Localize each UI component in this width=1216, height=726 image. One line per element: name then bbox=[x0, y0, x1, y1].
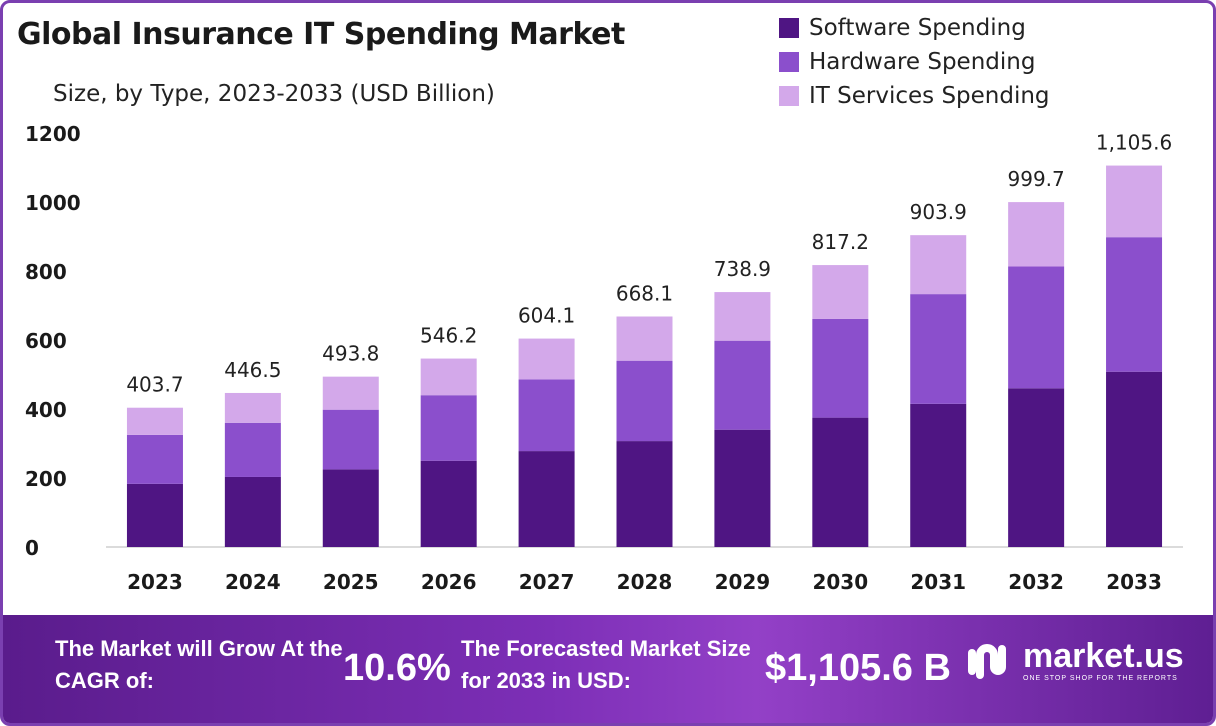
bar-software-2032 bbox=[1008, 388, 1065, 547]
bar-hardware-2033 bbox=[1106, 237, 1163, 372]
x-tick-label-2023: 2023 bbox=[127, 570, 183, 594]
brand-tagline: ONE STOP SHOP FOR THE REPORTS bbox=[1023, 675, 1178, 682]
data-label-total-2028: 668.1 bbox=[616, 282, 673, 306]
bar-software-2025 bbox=[322, 469, 379, 547]
forecast-value: $1,105.6 B bbox=[765, 647, 951, 689]
x-tick-label-2024: 2024 bbox=[225, 570, 281, 594]
x-tick-label-2026: 2026 bbox=[421, 570, 477, 594]
bar-it-services-2028 bbox=[616, 316, 673, 361]
bar-software-2029 bbox=[714, 429, 771, 547]
data-label-total-2023: 403.7 bbox=[126, 373, 183, 397]
bar-hardware-2031 bbox=[910, 294, 967, 404]
bar-it-services-2024 bbox=[224, 392, 281, 423]
bar-software-2031 bbox=[910, 403, 967, 547]
x-tick-label-2025: 2025 bbox=[323, 570, 379, 594]
y-tick-label-200: 200 bbox=[25, 467, 67, 491]
bar-hardware-2024 bbox=[224, 422, 281, 477]
bar-software-2023 bbox=[126, 483, 183, 547]
brand-name: market.us bbox=[1023, 637, 1184, 675]
bar-it-services-2023 bbox=[126, 407, 183, 435]
legend-label-software: Software Spending bbox=[809, 15, 1026, 41]
x-tick-label-2030: 2030 bbox=[812, 570, 868, 594]
data-label-total-2030: 817.2 bbox=[812, 230, 869, 254]
stacked-bar-chart: 0 200 400 600 800 1000 1200 403.7 2023 446.5 2024 4… bbox=[25, 122, 1183, 594]
bar-it-services-2027 bbox=[518, 338, 575, 380]
x-tick-label-2033: 2033 bbox=[1106, 570, 1162, 594]
cagr-text: The Market will Grow At the CAGR of: bbox=[55, 636, 343, 693]
cagr-value: 10.6% bbox=[343, 647, 451, 689]
data-label-total-2029: 738.9 bbox=[714, 257, 771, 281]
forecast-text: The Forecasted Market Size for 2033 in U… bbox=[461, 636, 751, 693]
legend-label-it-services: IT Services Spending bbox=[809, 83, 1050, 109]
legend: Software Spending Hardware Spending IT S… bbox=[779, 11, 1109, 113]
data-label-total-2033: 1,105.6 bbox=[1096, 131, 1172, 155]
bar-hardware-2026 bbox=[420, 395, 477, 461]
bar-hardware-2023 bbox=[126, 434, 183, 484]
bar-software-2026 bbox=[420, 460, 477, 547]
bar-software-2030 bbox=[812, 417, 869, 547]
brand-logo[interactable]: market.us ONE STOP SHOP FOR THE REPORTS bbox=[965, 639, 1184, 682]
bar-hardware-2029 bbox=[714, 340, 771, 430]
bar-it-services-2033 bbox=[1106, 165, 1163, 238]
y-tick-label-600: 600 bbox=[25, 329, 67, 353]
y-tick-label-1000: 1000 bbox=[25, 191, 81, 215]
legend-swatch-it-services bbox=[779, 86, 799, 106]
legend-item-hardware: Hardware Spending bbox=[779, 45, 1109, 79]
data-label-total-2025: 493.8 bbox=[322, 342, 379, 366]
y-tick-label-800: 800 bbox=[25, 260, 67, 284]
legend-label-hardware: Hardware Spending bbox=[809, 49, 1036, 75]
y-tick-label-1200: 1200 bbox=[25, 122, 81, 146]
legend-item-it-services: IT Services Spending bbox=[779, 79, 1109, 113]
y-tick-label-400: 400 bbox=[25, 398, 67, 422]
bar-software-2024 bbox=[224, 476, 281, 547]
y-tick-label-0: 0 bbox=[25, 536, 39, 560]
footer-banner: The Market will Grow At the CAGR of: 10.… bbox=[3, 615, 1213, 723]
data-label-total-2032: 999.7 bbox=[1008, 167, 1065, 191]
x-tick-label-2029: 2029 bbox=[715, 570, 771, 594]
bar-software-2028 bbox=[616, 441, 673, 547]
legend-item-software: Software Spending bbox=[779, 11, 1109, 45]
bar-hardware-2028 bbox=[616, 360, 673, 442]
x-tick-label-2031: 2031 bbox=[910, 570, 966, 594]
bar-it-services-2032 bbox=[1008, 202, 1065, 267]
bar-software-2033 bbox=[1106, 371, 1163, 547]
chart-title: Global Insurance IT Spending Market bbox=[17, 17, 625, 52]
x-tick-label-2032: 2032 bbox=[1008, 570, 1064, 594]
bar-software-2027 bbox=[518, 451, 575, 547]
bar-hardware-2025 bbox=[322, 409, 379, 470]
bar-hardware-2027 bbox=[518, 379, 575, 452]
bar-it-services-2030 bbox=[812, 265, 869, 319]
x-tick-label-2028: 2028 bbox=[617, 570, 673, 594]
data-label-total-2027: 604.1 bbox=[518, 304, 575, 328]
brand-icon bbox=[968, 643, 1006, 679]
legend-swatch-hardware bbox=[779, 52, 799, 72]
data-label-total-2026: 546.2 bbox=[420, 324, 477, 348]
bar-hardware-2030 bbox=[812, 318, 869, 418]
data-label-total-2024: 446.5 bbox=[224, 358, 281, 382]
bar-hardware-2032 bbox=[1008, 266, 1065, 389]
x-tick-label-2027: 2027 bbox=[519, 570, 575, 594]
bar-it-services-2029 bbox=[714, 292, 771, 341]
bar-it-services-2031 bbox=[910, 235, 967, 295]
bar-it-services-2025 bbox=[322, 376, 379, 410]
bar-it-services-2026 bbox=[420, 358, 477, 396]
data-label-total-2031: 903.9 bbox=[910, 200, 967, 224]
chart-subtitle: Size, by Type, 2023-2033 (USD Billion) bbox=[53, 81, 495, 107]
legend-swatch-software bbox=[779, 18, 799, 38]
